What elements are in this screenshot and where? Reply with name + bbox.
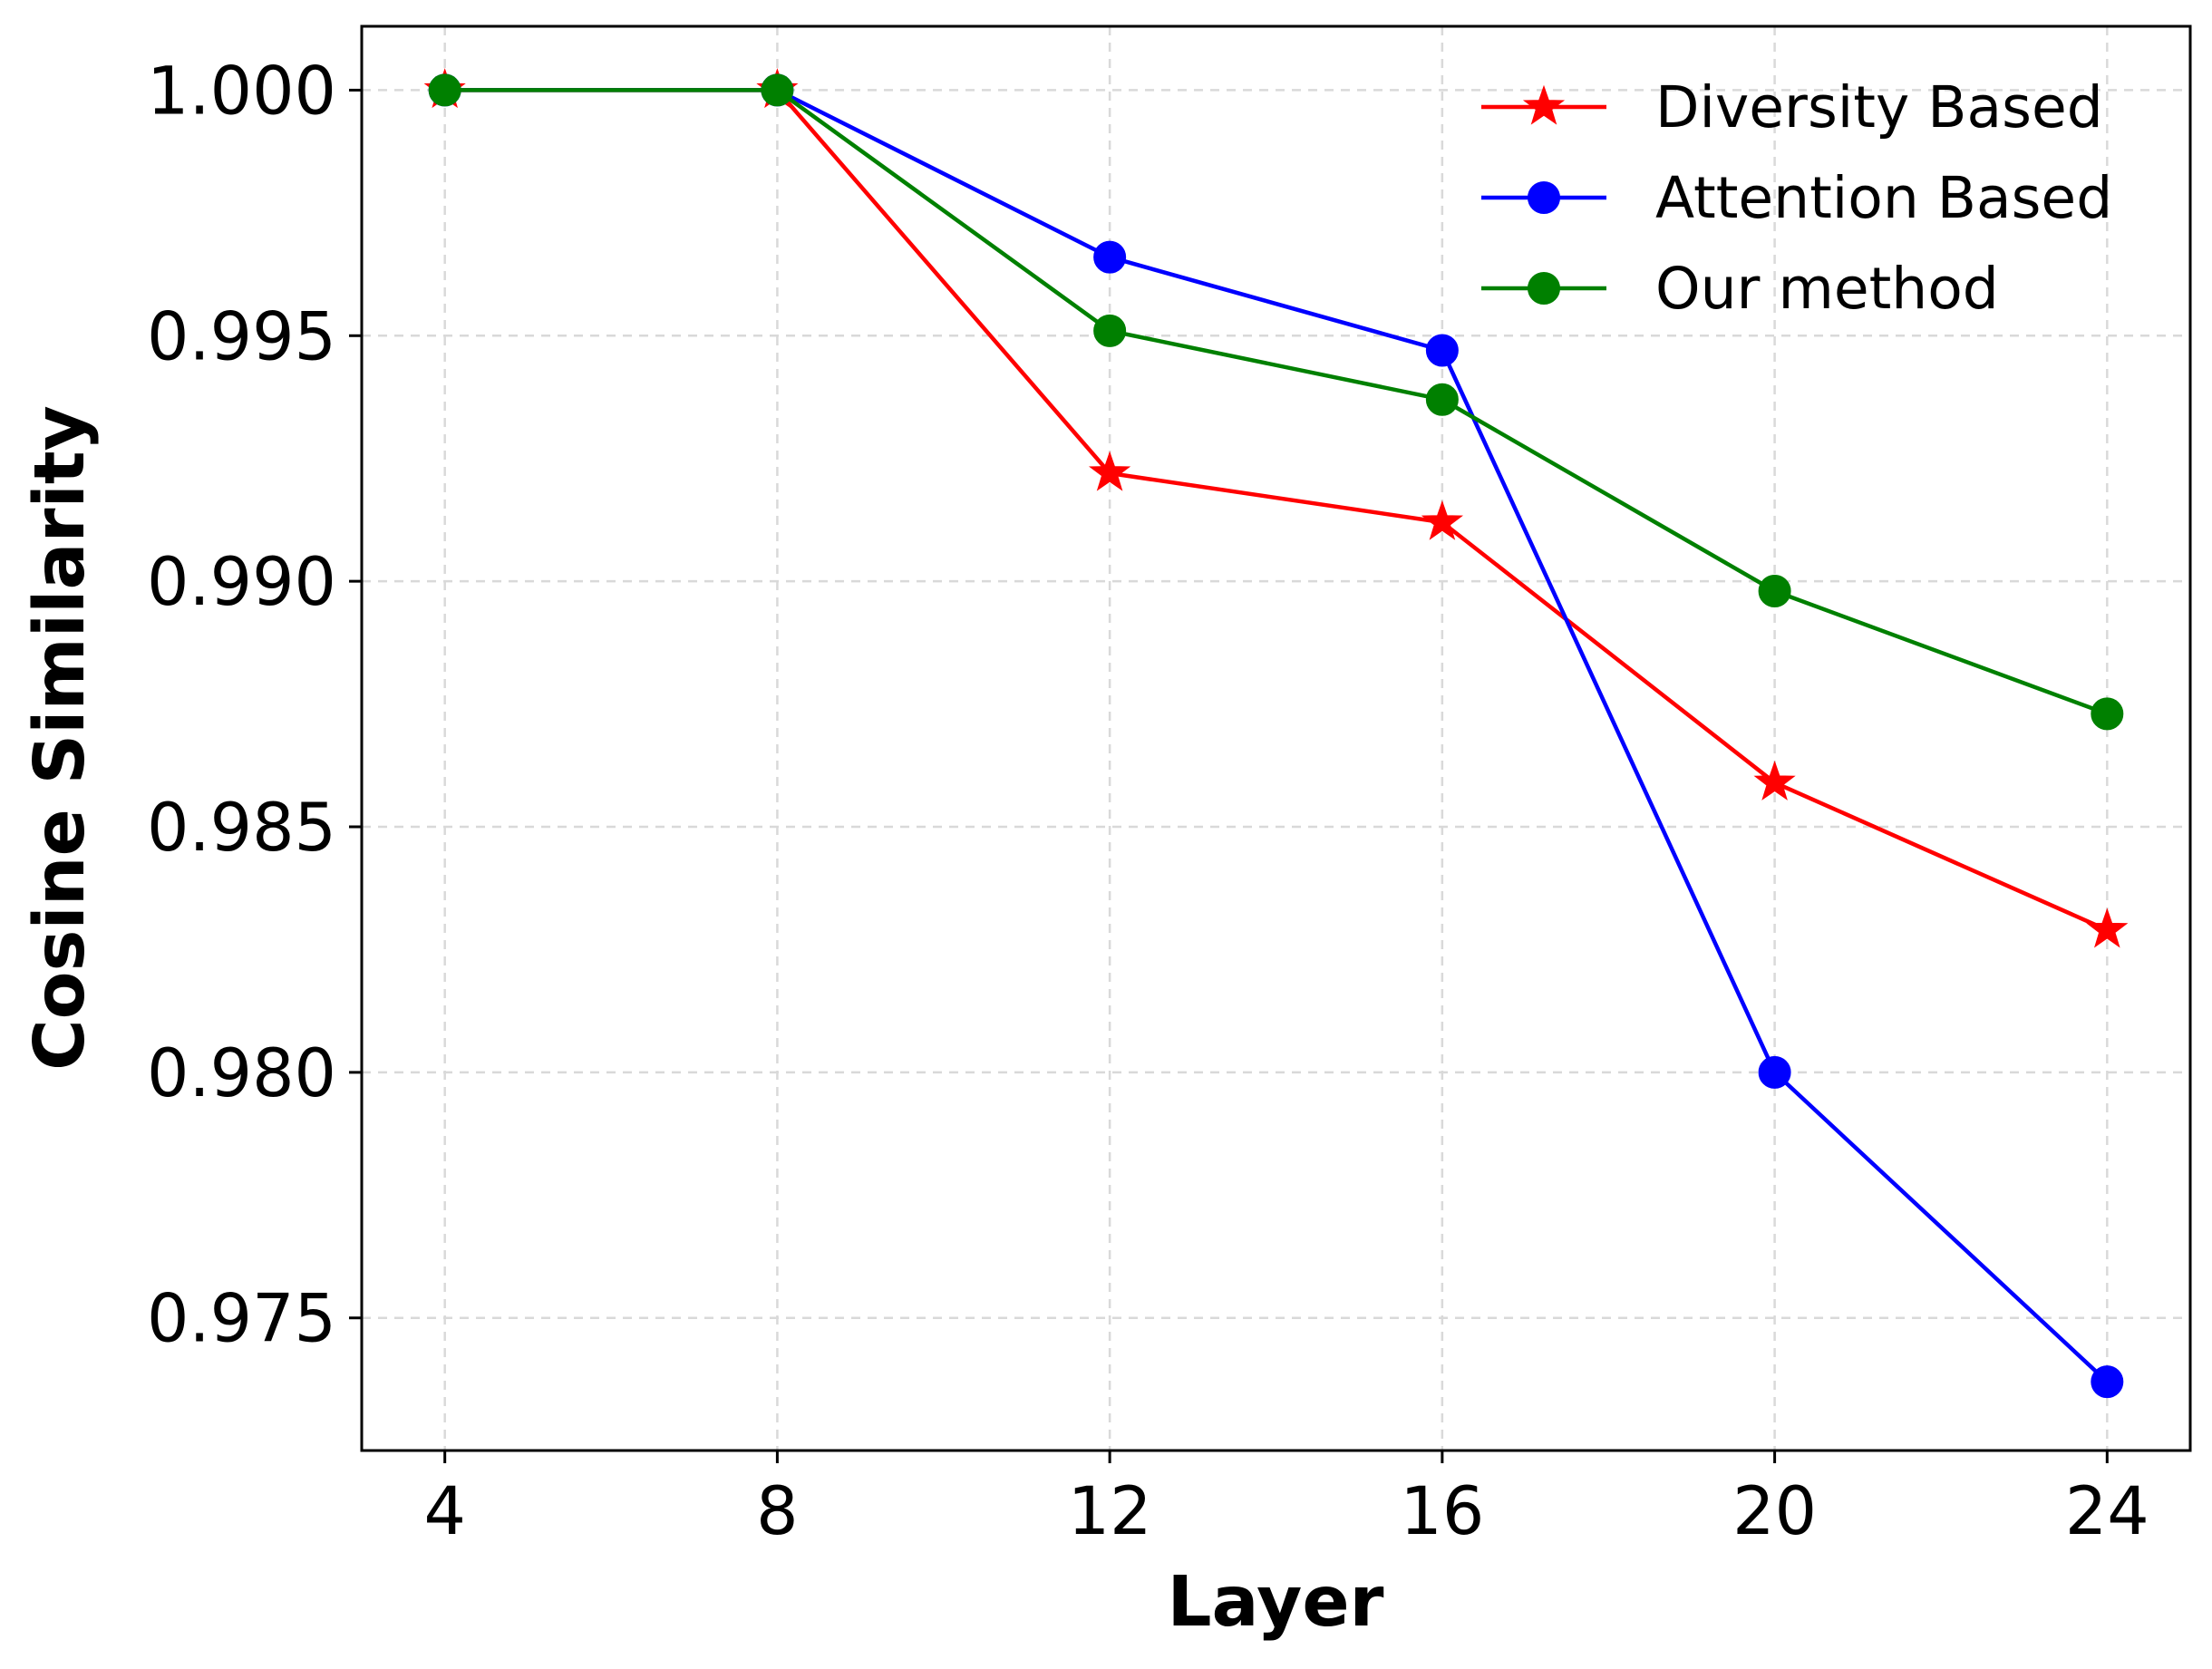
legend-marker — [1522, 84, 1566, 125]
x-tick-label: 12 — [1068, 1473, 1152, 1550]
legend-marker — [1528, 181, 1560, 214]
y-axis-title: Cosine Similarity — [20, 405, 101, 1071]
y-tick-label: 0.980 — [147, 1035, 336, 1112]
x-tick-label: 4 — [423, 1473, 465, 1550]
legend-item: Our method — [1481, 256, 1999, 322]
series-our-method — [428, 73, 2124, 731]
data-point — [2091, 1365, 2124, 1399]
y-tick-label: 0.995 — [147, 298, 336, 375]
legend: Diversity Based Attention Based Our method — [1481, 74, 2112, 322]
legend-label: Diversity Based — [1655, 74, 2103, 141]
plot-frame — [360, 24, 2192, 1452]
data-point — [1425, 383, 1459, 416]
legend-item: Diversity Based — [1481, 74, 2103, 141]
data-point — [1088, 451, 1131, 491]
y-tick-label: 0.985 — [147, 790, 336, 867]
data-point — [2086, 907, 2129, 948]
legend-marker — [1528, 272, 1560, 305]
data-point — [428, 73, 461, 107]
data-point — [1758, 574, 1791, 607]
x-tick-label: 24 — [2065, 1473, 2149, 1550]
y-tick-label: 1.000 — [147, 53, 336, 130]
x-axis-title: Layer — [1167, 1562, 1383, 1643]
legend-label: Our method — [1655, 256, 1999, 322]
grid — [362, 26, 2190, 1451]
legend-item: Attention Based — [1481, 165, 2112, 231]
data-point — [1758, 1055, 1791, 1089]
x-axis: 4 8 12 16 20 24 — [423, 1451, 2149, 1550]
data-point — [2091, 697, 2124, 731]
y-axis: 1.000 0.995 0.990 0.985 0.980 0.975 — [147, 53, 362, 1358]
x-tick-label: 20 — [1732, 1473, 1817, 1550]
legend-label: Attention Based — [1655, 165, 2112, 231]
y-tick-label: 0.975 — [147, 1281, 336, 1358]
series-line — [444, 88, 2109, 716]
x-tick-label: 8 — [756, 1473, 798, 1550]
series — [423, 68, 2129, 1399]
data-point — [1425, 334, 1459, 367]
data-point — [761, 73, 794, 107]
data-point — [1093, 314, 1127, 347]
data-point — [1753, 760, 1796, 801]
data-point — [1093, 240, 1127, 274]
data-point — [1421, 500, 1464, 540]
y-tick-label: 0.990 — [147, 544, 336, 621]
x-tick-label: 16 — [1400, 1473, 1484, 1550]
